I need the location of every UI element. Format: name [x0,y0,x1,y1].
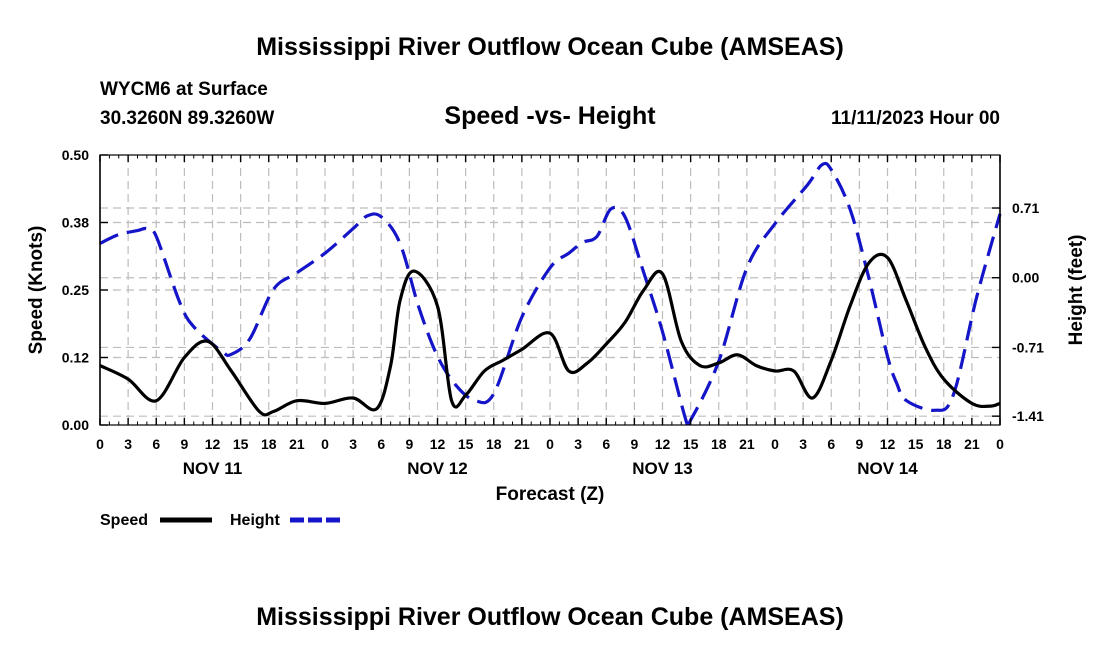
x-tick-label: 15 [683,436,699,452]
day-label: NOV 11 [183,459,243,478]
legend: Speed Height [100,512,342,529]
x-tick-label: 3 [799,436,807,452]
left-tick-label: 0.50 [62,147,89,163]
x-tick-label: 9 [855,436,863,452]
x-tick-label: 6 [377,436,385,452]
page-title: Mississippi River Outflow Ocean Cube (AM… [256,33,844,61]
left-tick-label: 0.38 [62,215,89,231]
x-tick-label: 0 [996,436,1004,452]
x-tick-label: 3 [574,436,582,452]
left-axis-ticks: 0.00 0.12 0.25 0.38 0.50 [62,147,108,433]
x-tick-label: 21 [514,436,530,452]
x-tick-label: 0 [321,436,329,452]
x-tick-label: 9 [405,436,413,452]
day-labels: NOV 11 NOV 12 NOV 13 NOV 14 [183,459,919,478]
right-tick-label: -1.41 [1012,408,1044,424]
legend-height-label: Height [230,512,280,529]
x-tick-label: 18 [711,436,727,452]
left-tick-label: 0.12 [62,350,89,366]
right-tick-label: 0.71 [1012,200,1039,216]
x-tick-label: 6 [602,436,610,452]
right-tick-label: 0.00 [1012,270,1039,286]
footer-title: Mississippi River Outflow Ocean Cube (AM… [256,603,844,631]
left-tick-label: 0.25 [62,282,89,298]
chart-title: Speed -vs- Height [444,102,656,130]
x-tick-label: 3 [349,436,357,452]
day-label: NOV 14 [857,459,918,478]
x-tick-label: 0 [96,436,104,452]
plot-area: 0 3 6 9 12 15 18 21 0 3 6 9 12 15 18 21 0 3 6 9 12 15 18 21 0 3 6 9… [62,147,1044,478]
speed-series-line [99,252,1001,417]
day-label: NOV 12 [407,459,467,478]
x-axis-ticks: 0 3 6 9 12 15 18 21 0 3 6 9 12 15 18 21 0 3 6 9 12 15 18 21 0 3 6 9… [96,155,1004,452]
station-label: WYCM6 at Surface [100,79,268,100]
x-tick-label: 12 [655,436,671,452]
height-series-line [99,161,1002,431]
x-tick-label: 21 [739,436,755,452]
x-tick-label: 0 [546,436,554,452]
x-tick-label: 0 [771,436,779,452]
right-axis-ticks: 0.71 0.00 -0.71 -1.41 [992,200,1044,424]
right-tick-label: -0.71 [1012,339,1044,355]
x-tick-label: 21 [964,436,980,452]
x-tick-label: 6 [152,436,160,452]
grid-lines [100,155,1000,425]
x-tick-label: 18 [486,436,502,452]
x-tick-label: 12 [205,436,221,452]
forecast-date: 11/11/2023 Hour 00 [831,108,1000,129]
x-tick-label: 9 [180,436,188,452]
x-tick-label: 9 [630,436,638,452]
station-coords: 30.3260N 89.3260W [100,108,274,129]
x-tick-label: 15 [233,436,249,452]
x-tick-label: 15 [458,436,474,452]
x-tick-label: 15 [908,436,924,452]
day-label: NOV 13 [632,459,692,478]
x-tick-label: 12 [880,436,896,452]
legend-speed-label: Speed [100,512,148,529]
x-tick-label: 3 [124,436,132,452]
right-axis-label: Height (feet) [1066,235,1087,346]
left-axis-label: Speed (Knots) [26,226,47,355]
x-tick-label: 18 [936,436,952,452]
x-tick-label: 18 [261,436,277,452]
left-tick-label: 0.00 [62,417,89,433]
x-tick-label: 6 [827,436,835,452]
x-tick-label: 12 [430,436,446,452]
x-tick-label: 21 [289,436,305,452]
x-axis-label: Forecast (Z) [496,484,605,505]
